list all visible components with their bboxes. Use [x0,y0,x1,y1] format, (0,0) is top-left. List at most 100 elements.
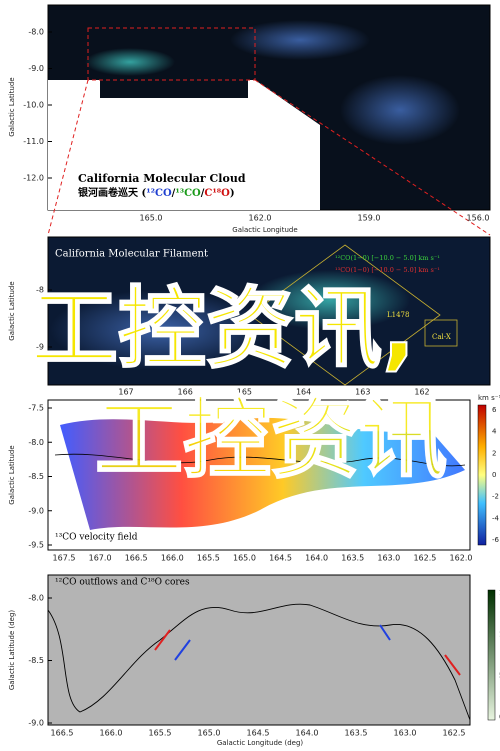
y-tick-label: -9 [36,343,44,352]
x-tick-label: 166.0 [100,729,123,738]
emission [230,20,370,60]
subtitle-part: ¹²CO [146,188,172,199]
footprint [249,244,441,386]
x-tick-label: 167.5 [53,554,76,563]
y-tick-label: -9.0 [28,64,44,73]
colorbar-unit: km s⁻¹ [478,394,500,402]
x-tick-label: 166.5 [51,729,74,738]
x-tick-label: 162.5 [413,554,436,563]
x-tick-label: 162.0 [450,554,473,563]
x-tick-label: 162.0 [249,214,272,223]
colorbar-tick-label: 2 [492,449,496,457]
x-tick-label: 163.5 [341,554,364,563]
emission [340,75,460,145]
colorbar-tick-label: 6 [492,406,497,414]
panel-title: California Molecular Cloud [78,172,246,185]
x-axis-label: Galactic Longitude (deg) [217,739,304,747]
x-tick-label: 159.0 [358,214,381,223]
x-tick-label: 165.5 [197,554,220,563]
y-tick-label: -9.5 [28,541,44,550]
zoom-arrow [47,79,89,236]
y-tick-label: -7.5 [28,404,44,413]
x-tick-label: 164.5 [247,729,270,738]
y-tick-label: -9.0 [28,719,44,728]
y-tick-label: -9.0 [28,506,44,515]
x-tick-label: 166.0 [161,554,184,563]
x-tick-label: 163 [355,388,370,397]
y-tick-label: -8 [36,286,44,295]
x-tick-label: 165.0 [140,214,163,223]
y-axis-label: Galactic Latitude [8,77,16,136]
contour [47,603,471,721]
zoom-arrow [254,79,491,236]
axes: -8.0 -9.0 -10.0 -11.0 -12.0 165.0 162.0 159.0 15… [8,28,500,748]
x-tick-label: 164 [296,388,311,397]
colorbar-tick-label: -2 [492,493,499,501]
outflow [379,624,391,641]
y-tick-label: -8.0 [28,28,44,37]
region-label: Cal-X [432,333,451,341]
legend-entry: ¹²CO(1−0) [−10.0 − 5.0] km s⁻¹ [335,254,440,262]
x-tick-label: 162 [414,388,429,397]
x-tick-label: 167 [118,388,133,397]
y-axis-label: Galactic Latitude [8,445,16,504]
x-axis-label: Galactic Longitude [232,226,297,234]
watermark: 工控资讯 [95,387,447,490]
outflow [444,654,461,676]
x-tick-label: 164.5 [269,554,292,563]
emission [50,290,270,370]
emission [85,48,175,76]
panel-title: ¹²CO outflows and C¹⁸O cores [55,578,190,588]
x-tick-label: 163.0 [377,554,400,563]
colorbar-tick-label: -6 [492,536,500,544]
x-tick-label: 164.0 [296,729,319,738]
y-axis-label: Galactic Latitude (deg) [8,610,16,691]
region-label: L1478 [387,311,409,319]
subtitle-part: 银河画卷巡天 ( [78,186,146,199]
velocity-field [60,417,465,530]
panel-title: California Molecular Filament [55,249,208,260]
y-tick-label: -10.0 [23,101,44,110]
region-box [424,319,458,347]
x-tick-label: 166.5 [125,554,148,563]
map-background [47,574,471,726]
outflow [154,629,171,651]
panel-title: ¹³CO velocity field [55,533,138,543]
zoom-box [87,27,256,81]
x-tick-label: 162.5 [443,729,466,738]
x-tick-label: 165.0 [233,554,256,563]
y-tick-label: -8.0 [28,438,44,447]
x-tick-label: 167.0 [89,554,112,563]
x-tick-label: 165.0 [198,729,221,738]
subtitle-part: / [201,188,205,199]
y-tick-label: -8.0 [28,594,44,603]
x-tick-label: 163.5 [345,729,368,738]
colorbar-tick-label: 0 [492,471,496,479]
x-tick-label: 164.0 [305,554,328,563]
y-tick-label: -8.5 [28,656,44,665]
emission [250,270,410,330]
subtitle-part: / [172,188,176,199]
y-tick-label: -12.0 [23,174,44,183]
x-tick-label: 165.5 [149,729,172,738]
colorbar [477,404,487,546]
subtitle-part: ¹³CO [175,188,201,199]
x-tick-label: 166 [178,388,193,397]
contour [54,453,466,467]
x-tick-label: 165 [237,388,252,397]
y-axis-label: Galactic Latitude [8,281,16,340]
colorbar [487,589,496,721]
colorbar-tick-label: -4 [492,514,500,522]
no-data-region [48,80,320,210]
panel-subtitle: 银河画卷巡天 (¹²CO/¹³CO/C¹⁸O) [78,186,235,199]
subtitle-part: ) [230,188,235,199]
outflow [174,639,191,661]
x-tick-label: 163.0 [394,729,417,738]
y-tick-label: -8.5 [28,472,44,481]
legend-entry: ¹³CO(1−0) [−10.0 − 5.0] km s⁻¹ [335,266,440,274]
colorbar-tick-label: 4 [492,428,497,436]
watermark: 工控资讯, [30,277,415,380]
y-tick-label: -11.0 [23,137,44,146]
